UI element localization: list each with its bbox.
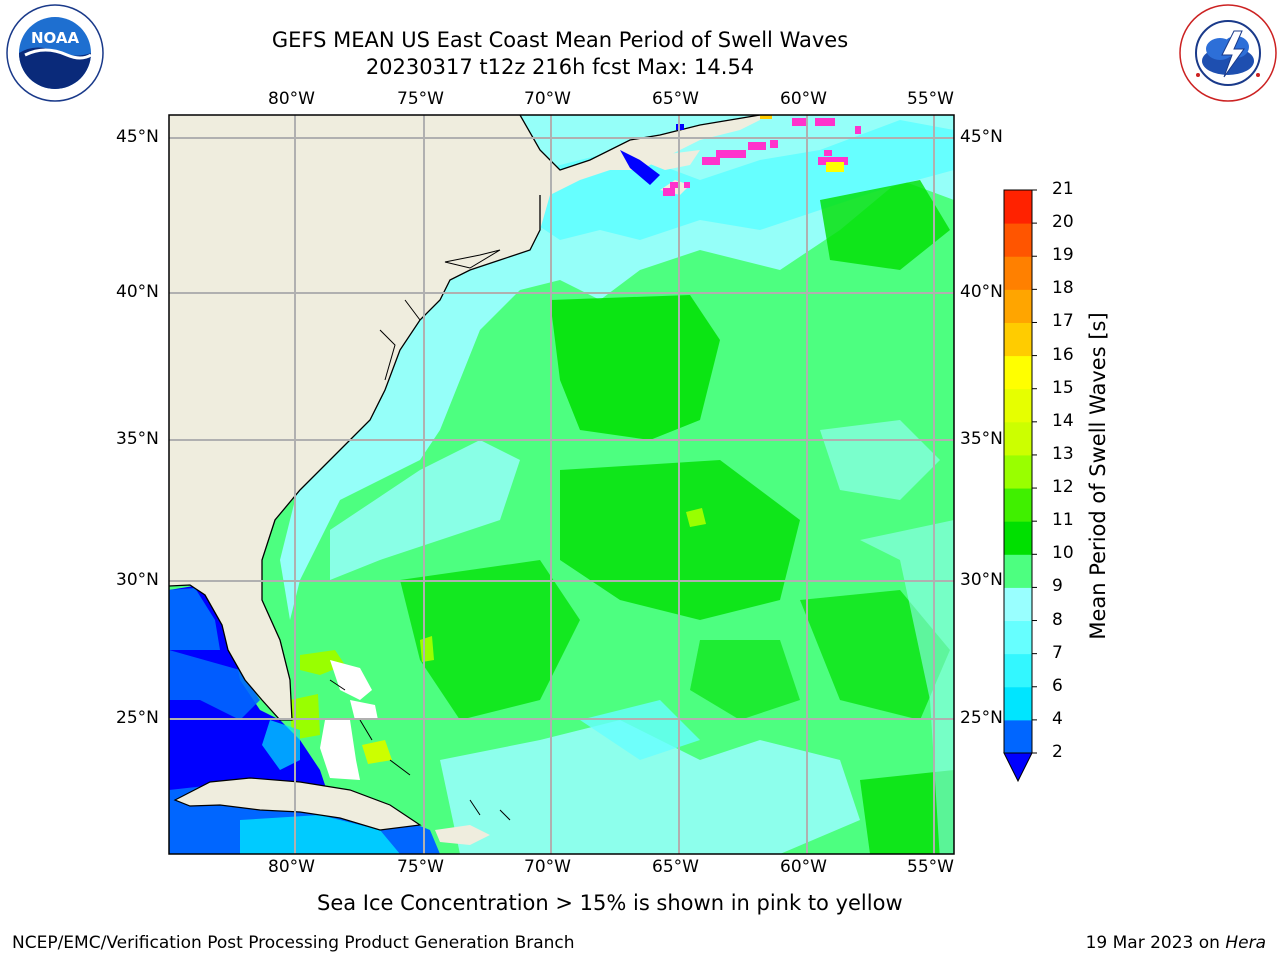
colorbar-tick-label: 14 — [1052, 410, 1074, 431]
lon-label-bottom: 65°W — [652, 857, 699, 877]
lat-label-right: 40°N — [960, 282, 1003, 302]
lon-label-bottom: 70°W — [524, 857, 571, 877]
lat-label-right: 35°N — [960, 429, 1003, 449]
lat-label-left: 25°N — [116, 708, 159, 728]
lon-label-bottom: 55°W — [907, 857, 954, 877]
cuba-land — [175, 778, 420, 830]
north-america-land — [169, 115, 760, 720]
colorbar-tick-label: 8 — [1052, 609, 1063, 630]
colorbar-segment — [1004, 653, 1032, 688]
colorbar-segment — [1004, 587, 1032, 622]
colorbar-tick-label: 19 — [1052, 245, 1074, 266]
colorbar-segment — [1004, 488, 1032, 522]
footer-host: Hera — [1225, 933, 1266, 953]
lon-label-top: 70°W — [524, 89, 571, 109]
lon-label-bottom: 60°W — [780, 857, 827, 877]
map-title: GEFS MEAN US East Coast Mean Period of S… — [271, 28, 849, 52]
lon-label-bottom: 75°W — [397, 857, 444, 877]
colorbar-tick-label: 17 — [1052, 311, 1074, 332]
colorbar-title-wrap: Mean Period of Swell Waves [s] — [1086, 186, 1110, 786]
map-subtitle: 20230317 t12z 216h fcst Max: 14.54 — [365, 55, 755, 79]
lon-label-top: 80°W — [268, 89, 315, 109]
footer-credit: NCEP/EMC/Verification Post Processing Pr… — [12, 933, 575, 953]
lat-label-right: 45°N — [960, 127, 1003, 147]
colorbar-tick-label: 21 — [1052, 179, 1074, 199]
lon-label-bottom: 80°W — [268, 857, 315, 877]
footer-date-text: 19 Mar 2023 on — [1085, 933, 1226, 953]
colorbar-tick-label: 12 — [1052, 477, 1074, 498]
lon-label-top: 75°W — [397, 89, 444, 109]
lat-label-left: 30°N — [116, 570, 159, 590]
colorbar-segment — [1004, 322, 1032, 357]
colorbar-title: Mean Period of Swell Waves [s] — [1086, 312, 1110, 640]
colorbar-tick-label: 9 — [1052, 576, 1063, 597]
colorbar-segment — [1004, 388, 1032, 423]
colorbar-segment — [1004, 554, 1032, 588]
colorbar-segment — [1004, 719, 1032, 754]
colorbar-segment — [1004, 256, 1032, 290]
sea-ice-note: Sea Ice Concentration > 15% is shown in … — [317, 891, 903, 915]
colorbar-segment — [1004, 620, 1032, 655]
lat-label-right: 30°N — [960, 570, 1003, 590]
lat-label-left: 45°N — [116, 127, 159, 147]
lat-label-right: 25°N — [960, 708, 1003, 728]
map-frame — [168, 114, 955, 855]
noaa-logo: NOAA — [5, 3, 105, 103]
colorbar-tick-label: 6 — [1052, 675, 1063, 696]
lat-label-left: 35°N — [116, 429, 159, 449]
lon-label-top: 55°W — [907, 89, 954, 109]
colorbar-segment — [1004, 686, 1032, 721]
colorbar-tick-label: 18 — [1052, 278, 1074, 299]
noaa-logo-text: NOAA — [31, 29, 80, 47]
colorbar-under-arrow — [1003, 752, 1033, 783]
lon-label-top: 60°W — [780, 89, 827, 109]
colorbar-segment — [1004, 355, 1032, 390]
colorbar-segment — [1004, 521, 1032, 555]
colorbar-tick-label: 11 — [1052, 510, 1074, 531]
colorbar-tick-label: 10 — [1052, 543, 1074, 564]
colorbar — [1000, 186, 1040, 786]
colorbar-tick-label: 16 — [1052, 344, 1074, 365]
colorbar-segment — [1004, 223, 1032, 257]
colorbar-tick-label: 4 — [1052, 708, 1063, 729]
colorbar-tick-labels: 2 4 6 7 8 9 10 11 12 13 14 15 16 17 18 19 20 21 — [1052, 179, 1092, 786]
colorbar-tick-label: 20 — [1052, 212, 1074, 233]
colorbar-segment — [1004, 421, 1032, 456]
colorbar-tick-label: 7 — [1052, 642, 1063, 663]
map-gridlines — [169, 115, 954, 854]
lon-label-top: 65°W — [652, 89, 699, 109]
footer-date: 19 Mar 2023 on Hera — [1086, 933, 1266, 953]
colorbar-segment — [1004, 289, 1032, 323]
colorbar-segment — [1004, 190, 1032, 224]
colorbar-frame — [1003, 189, 1033, 754]
colorbar-tick-label: 13 — [1052, 443, 1074, 464]
colorbar-tick-label: 15 — [1052, 377, 1074, 398]
colorbar-segment — [1004, 454, 1032, 489]
lat-label-left: 40°N — [116, 282, 159, 302]
colorbar-tick-label: 2 — [1052, 742, 1063, 762]
nws-logo — [1178, 3, 1278, 103]
